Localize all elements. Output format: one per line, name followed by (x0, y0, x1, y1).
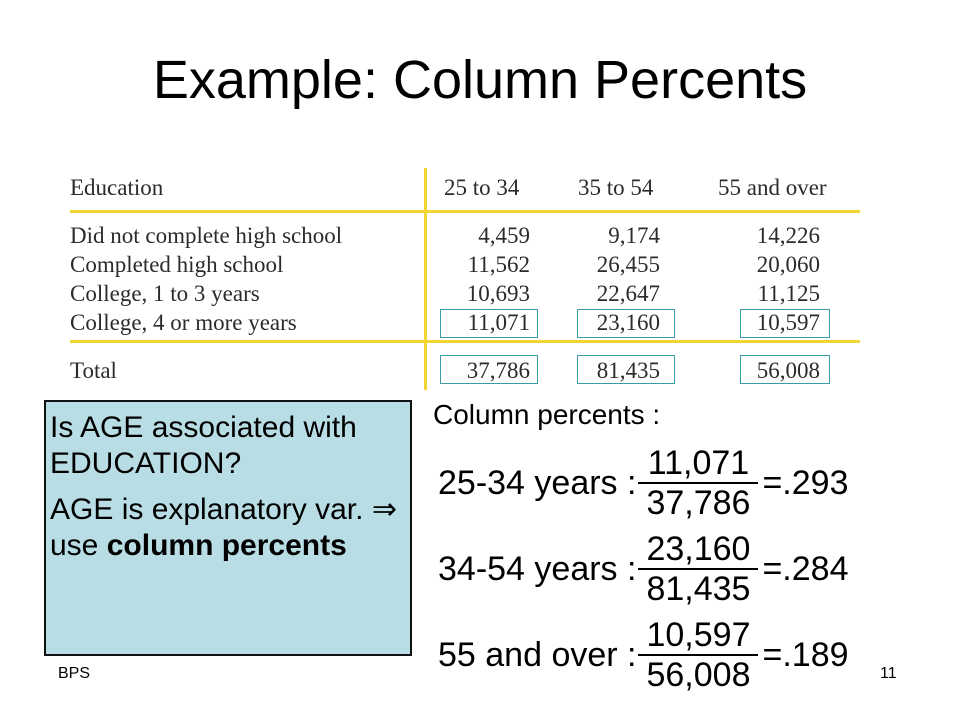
fraction-bar (638, 482, 759, 484)
formula-label: 55 and over : (438, 635, 637, 674)
table-cell: 9,174 (608, 223, 660, 248)
highlight-box (577, 355, 675, 384)
formula-result: =.284 (762, 549, 849, 588)
formula-result: =.189 (762, 635, 849, 674)
explanation-middle: use (50, 529, 107, 562)
fraction-bar (638, 568, 759, 570)
fraction-bar (638, 654, 759, 656)
highlight-box (440, 355, 538, 384)
question-text: Is AGE associated with EDUCATION? (50, 411, 357, 480)
total-cell: 37,786 (466, 358, 530, 383)
total-cell: 56,008 (756, 358, 820, 383)
footer-label: BPS (58, 665, 91, 682)
formula-result: =.293 (762, 463, 849, 502)
table-cell: 22,647 (596, 281, 660, 306)
denominator: 56,008 (646, 656, 751, 694)
denominator: 81,435 (646, 570, 751, 608)
formula-row: 34-54 years : 23,160 81,435 =.284 (438, 526, 848, 612)
contingency-table: Education 25 to 34 35 to 54 55 and over … (70, 168, 860, 390)
numerator: 10,597 (646, 616, 751, 654)
page-number: 11 (880, 665, 897, 682)
formula-row: 25-34 years : 11,071 37,786 =.293 (438, 440, 848, 526)
table-cell: 11,562 (467, 252, 530, 277)
explanation-text: AGE is explanatory var. ⇒ use column per… (50, 492, 402, 564)
highlight-box (740, 309, 830, 338)
table-total-rule (70, 340, 860, 343)
row-label: Completed high school (70, 252, 284, 277)
header-35-54: 35 to 54 (578, 175, 654, 200)
table-cell: 10,597 (756, 310, 820, 335)
table-cell: 4,459 (478, 223, 530, 248)
formula-label: 25-34 years : (438, 463, 637, 502)
table-cell: 10,693 (466, 281, 530, 306)
row-label: Did not complete high school (70, 223, 343, 248)
table-cell: 26,455 (596, 252, 660, 277)
denominator: 37,786 (646, 484, 751, 522)
fraction: 10,597 56,008 (638, 616, 759, 694)
table-cell: 11,071 (467, 310, 530, 335)
implies-arrow: ⇒ (371, 493, 397, 526)
table-cell: 11,125 (757, 281, 820, 306)
table-header-rule (70, 210, 860, 213)
row-label: College, 4 or more years (70, 310, 297, 335)
explanation-bold: column percents (106, 529, 347, 562)
numerator: 23,160 (646, 530, 751, 568)
table-cell: 23,160 (596, 310, 660, 335)
header-education: Education (70, 175, 164, 200)
formula-label: 34-54 years : (438, 549, 637, 588)
slide-title: Example: Column Percents (152, 50, 808, 110)
numerator: 11,071 (647, 444, 750, 482)
highlight-box (440, 309, 538, 338)
formulas-heading: Column percents : (433, 399, 661, 430)
header-55-over: 55 and over (718, 175, 827, 200)
table-cell: 14,226 (756, 223, 820, 248)
formula-row: 55 and over : 10,597 56,008 =.189 (438, 612, 849, 698)
row-label: College, 1 to 3 years (70, 281, 260, 306)
table-cell: 20,060 (756, 252, 820, 277)
header-25-34: 25 to 34 (444, 175, 520, 200)
explanation-prefix: AGE is explanatory var. (50, 493, 372, 526)
fraction: 23,160 81,435 (638, 530, 759, 608)
highlight-box (740, 355, 830, 384)
fraction: 11,071 37,786 (638, 444, 759, 522)
total-cell: 81,435 (596, 358, 660, 383)
highlight-box (577, 309, 675, 338)
question-box: Is AGE associated with EDUCATION? AGE is… (44, 400, 412, 656)
total-label: Total (70, 358, 117, 383)
table-vertical-rule (424, 168, 427, 390)
